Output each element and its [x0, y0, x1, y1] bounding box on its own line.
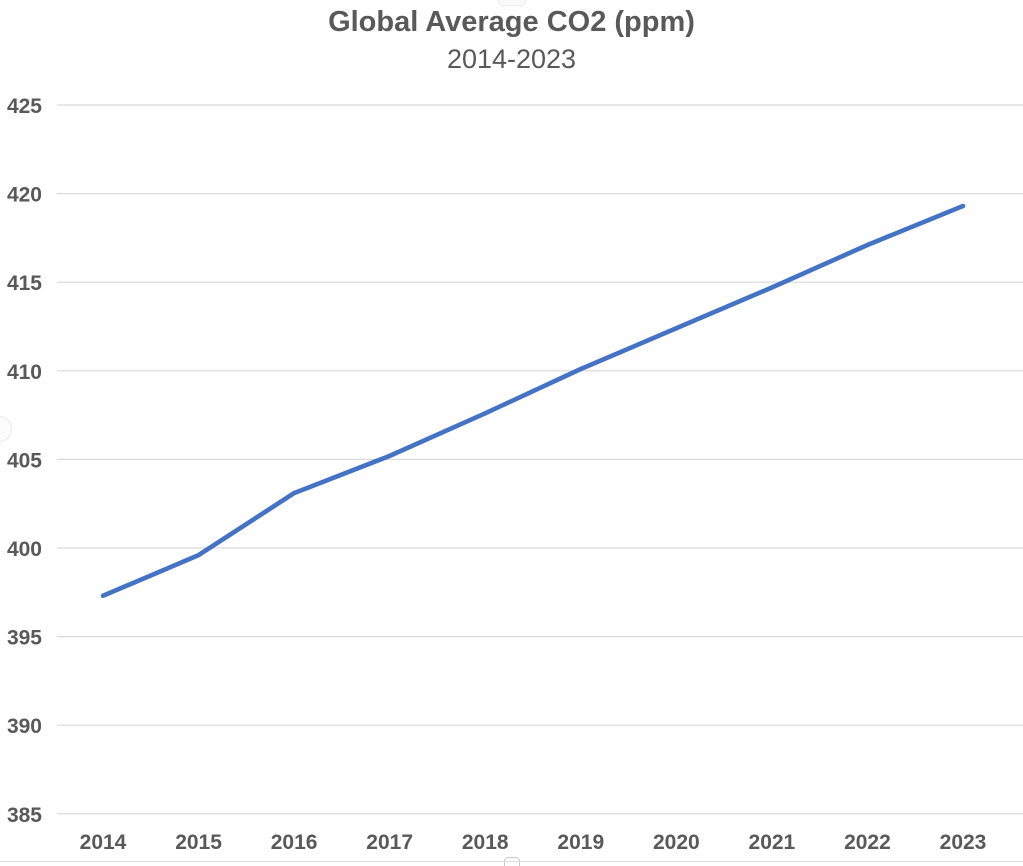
x-axis-label: 2021	[749, 831, 796, 854]
y-tick-label: 425	[7, 95, 42, 118]
x-axis-label: 2018	[462, 831, 509, 854]
x-axis-label: 2020	[653, 831, 700, 854]
x-axis-label: 2016	[271, 831, 318, 854]
chart-title: Global Average CO2 (ppm)	[328, 6, 695, 38]
y-tick-label: 415	[7, 272, 42, 295]
co2-series-line[interactable]	[100, 203, 966, 599]
y-tick-label: 395	[7, 627, 42, 650]
selection-handle-top-icon[interactable]	[498, 0, 526, 6]
y-tick-label: 400	[7, 538, 42, 561]
y-tick-label: 390	[7, 715, 42, 738]
x-axis-label: 2014	[80, 831, 127, 854]
x-axis-label: 2022	[844, 831, 891, 854]
chart-subtitle: 2014-2023	[446, 44, 577, 74]
y-tick-label: 405	[7, 449, 42, 472]
chart-frame-bottom-edge	[0, 861, 1023, 862]
x-axis-label: 2023	[940, 831, 987, 854]
y-tick-label: 385	[7, 804, 42, 827]
y-tick-label: 420	[7, 184, 42, 207]
x-axis-label: 2015	[175, 831, 222, 854]
y-tick-label: 410	[7, 361, 42, 384]
x-axis-label: 2017	[366, 831, 413, 854]
x-axis-label: 2019	[557, 831, 604, 854]
